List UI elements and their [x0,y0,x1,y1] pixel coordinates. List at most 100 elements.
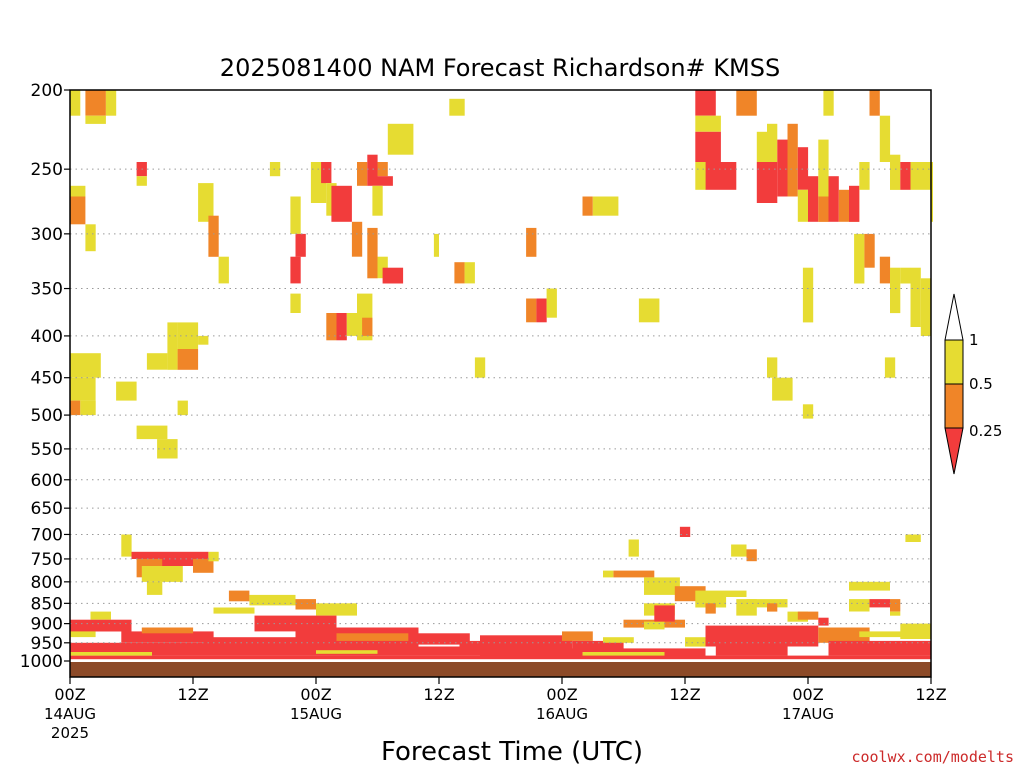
heatmap-cell [208,551,219,562]
heatmap-cell [628,539,639,557]
y-tick-label: 500 [31,406,63,426]
heatmap-cell [797,147,809,190]
plot-frame [69,89,932,678]
heatmap-cell [849,599,870,612]
legend-top-arrow [944,293,964,341]
heatmap-cell [715,644,788,656]
x-tick-label: 12Z [915,685,946,704]
x-tick-label: 12Z [177,685,208,704]
heatmap-cell [326,313,337,341]
heatmap-cell [884,357,896,378]
heatmap-cell [756,162,778,203]
heatmap-cell [198,183,214,222]
x-tick-date: 17AUG [782,705,834,723]
heatmap-cell [70,400,81,416]
heatmap-cell [818,627,870,643]
heatmap-cell [854,233,865,284]
heatmap-cell [157,439,178,459]
heatmap-cell [382,267,404,284]
heatmap-cell [787,611,808,622]
heatmap-cell [818,196,829,222]
heatmap-cell [269,162,281,177]
heatmap-cell [351,221,363,257]
heatmap-cell [377,646,480,656]
heatmap-cell [367,154,378,186]
heatmap-cell [654,605,675,622]
y-axis: 200 250 300 350 400 450 500 550 600 650 700 750 8008… [20,81,70,672]
heatmap-cell [879,115,891,162]
heatmap-cell [290,293,301,313]
heatmap-cell [818,617,829,626]
heatmap-cell [136,425,168,440]
heatmap-cell [387,123,414,155]
heatmap-cell [526,298,537,323]
y-tick-label: 450 [31,369,63,389]
heatmap-cell [193,558,214,573]
heatmap-cell [121,631,214,643]
heatmap-cell [802,267,814,323]
legend: 1 0.5 0.25 [944,293,1002,475]
heatmap-cell [418,633,470,645]
heatmap-cell [367,227,378,279]
heatmap-cell [346,313,358,336]
legend-label: 0.5 [969,375,993,393]
heatmap-cell [562,631,593,641]
y-tick-label: 350 [31,280,63,300]
heatmap-cell [177,349,199,370]
y-tick-label: 800 [31,573,63,593]
chart-title: 2025081400 NAM Forecast Richardson# KMSS [220,54,780,82]
heatmap-cell [377,162,388,177]
x-tick-label: 12Z [423,685,454,704]
heatmap-cell [910,267,921,327]
heatmap-cell [362,317,373,336]
heatmap-cell [695,162,706,190]
heatmap-cell [920,278,932,336]
heatmap-cell [818,139,829,197]
heatmap-cell [890,611,901,616]
heatmap-cell [582,652,665,656]
heatmap-cell [746,599,788,608]
y-tick-label: 600 [31,471,63,491]
heatmap-cell [136,176,147,186]
heatmap-cell [218,256,229,284]
credit-text: coolwx.com/modelts [851,748,1014,766]
heatmap-cell [105,90,117,116]
heatmap-cell [146,353,168,370]
y-tick-label: 700 [31,525,63,545]
y-tick-label: 550 [31,440,63,460]
y-tick-label: 750 [31,550,63,570]
heatmap-cell [582,196,593,216]
heatmap-cell [869,90,880,116]
heatmap-cell [70,353,101,378]
heatmap-cell [746,549,757,562]
heatmap-cell [141,566,183,582]
heatmap-cell [131,551,152,559]
heatmap-cell [167,322,178,370]
heatmap-cell [644,621,665,630]
legend-bottom-arrow [944,427,964,475]
heatmap-cell [603,637,634,643]
heatmap-cell [859,631,932,638]
y-tick-label: 300 [31,225,63,245]
x-tick-label: 00Z [54,685,85,704]
heatmap-cell [70,90,81,116]
heatmap-cell [900,162,911,190]
ground-layer [70,662,931,677]
x-tick-year: 2025 [51,724,89,742]
heatmap-cell [213,607,255,614]
x-tick-label: 00Z [792,685,823,704]
heatmap-cell [767,603,778,612]
heatmap-cell [705,625,819,647]
heatmap-cell [613,570,655,578]
heatmap-cell [890,154,901,190]
heatmap-cell [802,404,814,419]
heatmap-cell [433,233,439,257]
heatmap-cell [756,131,768,162]
heatmap-cell [521,637,573,651]
heatmap-cell [849,581,890,591]
heatmap-cell [316,650,378,654]
heatmap-cell [290,196,301,234]
heatmap-cell [228,590,250,602]
y-tick-label: 250 [31,160,63,180]
heatmap-cell [146,581,163,595]
